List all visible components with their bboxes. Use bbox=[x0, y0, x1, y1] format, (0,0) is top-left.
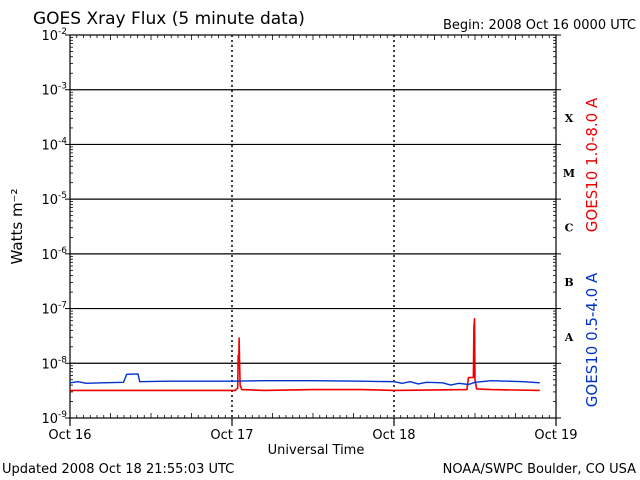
updated-label: Updated 2008 Oct 18 21:55:03 UTC bbox=[2, 462, 234, 477]
y-tick-label: 10-4 bbox=[41, 136, 67, 153]
flare-class-label: X bbox=[565, 112, 574, 125]
flare-class-label: C bbox=[565, 222, 574, 235]
plot-frame bbox=[69, 34, 557, 419]
x-tick-label: Oct 16 bbox=[48, 428, 91, 443]
series-line-1 bbox=[70, 318, 540, 392]
x-tick-label: Oct 19 bbox=[534, 428, 577, 443]
y-tick-labels: 10-2 10-3 10-4 10-5 10-6 10-7 10-8 10-9 bbox=[41, 27, 67, 427]
flare-class-label: B bbox=[564, 276, 573, 289]
series-lines bbox=[69, 318, 540, 392]
y-axis-label: Watts m⁻² bbox=[8, 189, 26, 265]
flare-class-label: A bbox=[564, 331, 574, 344]
y-tick-label: 10-5 bbox=[41, 191, 67, 208]
flare-class-label: M bbox=[563, 167, 575, 180]
series-line-2 bbox=[69, 373, 540, 386]
y-tick-label: 10-3 bbox=[41, 82, 67, 99]
chart-title: GOES Xray Flux (5 minute data) bbox=[33, 9, 305, 29]
begin-label: Begin: 2008 Oct 16 0000 UTC bbox=[443, 18, 636, 33]
y-tick-label: 10-2 bbox=[41, 27, 67, 44]
y-gridlines bbox=[70, 89, 556, 364]
x-tick-label: Oct 18 bbox=[372, 428, 415, 443]
plot-area bbox=[69, 34, 557, 419]
y-tick-label: 10-7 bbox=[41, 301, 67, 318]
y-tick-label: 10-9 bbox=[41, 410, 67, 427]
legend-series-2: GOES10 0.5-4.0 A bbox=[583, 272, 601, 407]
legend-series-1: GOES10 1.0-8.0 A bbox=[583, 97, 601, 232]
x-axis-label: Universal Time bbox=[268, 443, 365, 458]
x-day-dividers bbox=[231, 35, 395, 418]
x-tick-label: Oct 17 bbox=[210, 428, 253, 443]
axis-ticks bbox=[65, 34, 561, 426]
x-tick-labels: Oct 16 Oct 17 Oct 18 Oct 19 bbox=[48, 428, 577, 443]
flare-class-labels: X M C B A bbox=[563, 112, 575, 344]
y-tick-label: 10-8 bbox=[41, 355, 67, 372]
y-tick-label: 10-6 bbox=[41, 246, 67, 263]
credit-label: NOAA/SWPC Boulder, CO USA bbox=[443, 462, 636, 477]
